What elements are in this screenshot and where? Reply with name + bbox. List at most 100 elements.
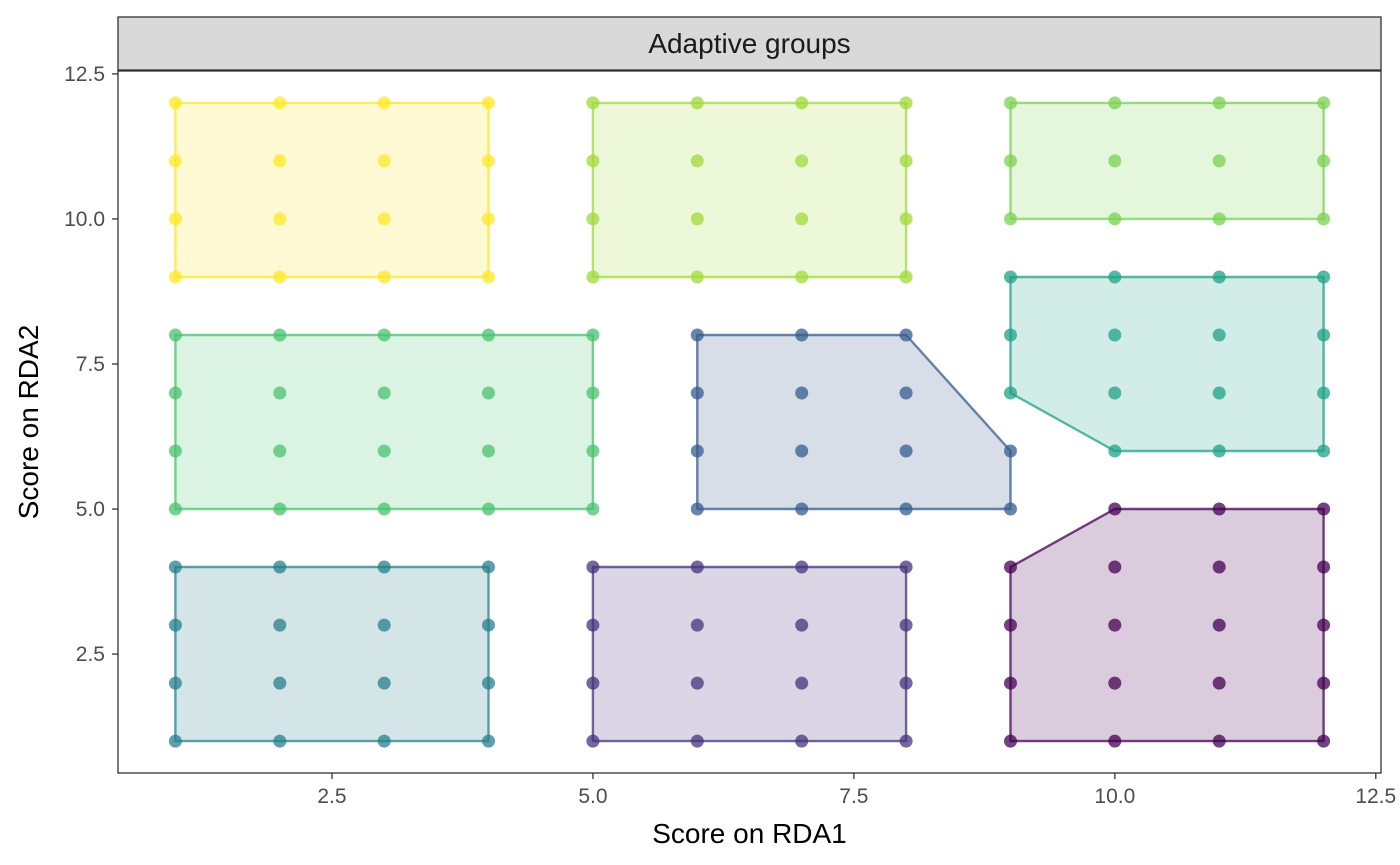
data-point — [899, 444, 913, 458]
data-point — [586, 270, 600, 284]
data-point — [273, 328, 287, 342]
data-point — [1108, 96, 1122, 110]
data-point — [1212, 560, 1226, 574]
data-point — [1004, 502, 1017, 516]
data-point — [273, 212, 287, 226]
facet-title: Adaptive groups — [648, 28, 850, 59]
cluster-hull — [1009, 507, 1325, 743]
data-point — [795, 154, 809, 168]
data-point — [273, 734, 287, 748]
data-point — [690, 96, 704, 110]
data-point — [690, 734, 704, 748]
data-point — [690, 502, 704, 516]
data-point — [795, 502, 809, 516]
data-point — [586, 328, 600, 342]
y-axis: 2.5 5.0 7.5 10.0 12.5 — [64, 63, 118, 666]
cluster-4 — [168, 560, 495, 748]
cluster-6 — [168, 328, 600, 516]
data-point — [1212, 502, 1226, 516]
data-point — [377, 96, 391, 110]
data-point — [168, 386, 182, 400]
data-point — [1108, 212, 1122, 226]
data-point — [482, 96, 495, 110]
data-point — [899, 560, 913, 574]
data-point — [377, 328, 391, 342]
facet-strip-background — [117, 16, 1382, 71]
data-point — [1108, 386, 1122, 400]
data-point — [1108, 560, 1122, 574]
data-point — [273, 560, 287, 574]
data-point — [586, 676, 600, 690]
data-point — [1317, 212, 1331, 226]
data-point — [482, 154, 495, 168]
data-point — [273, 618, 287, 632]
data-point — [1317, 502, 1331, 516]
data-point — [273, 386, 287, 400]
data-point — [1317, 96, 1331, 110]
data-point — [482, 270, 495, 284]
cluster-hull — [1009, 275, 1325, 453]
data-point — [1108, 154, 1122, 168]
data-point — [899, 270, 913, 284]
x-tick-label: 5.0 — [578, 785, 607, 808]
x-axis: 2.5 5.0 7.5 10.0 12.5 — [317, 773, 1396, 808]
data-point — [168, 154, 182, 168]
data-point — [1108, 618, 1122, 632]
y-tick-label: 7.5 — [76, 353, 105, 376]
data-point — [795, 676, 809, 690]
data-point — [1212, 328, 1226, 342]
data-point — [690, 154, 704, 168]
data-point — [899, 734, 913, 748]
data-point — [690, 676, 704, 690]
data-point — [273, 502, 287, 516]
data-point — [377, 212, 391, 226]
data-point — [899, 328, 913, 342]
data-point — [899, 676, 913, 690]
facet-strip: Adaptive groups — [117, 16, 1382, 71]
y-tick-label: 2.5 — [76, 643, 105, 666]
data-point — [482, 386, 495, 400]
data-point — [586, 386, 600, 400]
data-point — [1212, 270, 1226, 284]
data-point — [1004, 560, 1017, 574]
data-point — [482, 560, 495, 574]
data-point — [377, 560, 391, 574]
data-point — [795, 618, 809, 632]
data-point — [586, 560, 600, 574]
data-point — [1317, 154, 1331, 168]
data-point — [795, 560, 809, 574]
data-point — [482, 328, 495, 342]
data-point — [273, 96, 287, 110]
data-point — [1004, 96, 1017, 110]
data-point — [1317, 386, 1331, 400]
data-point — [1317, 618, 1331, 632]
data-point — [377, 386, 391, 400]
data-point — [1212, 734, 1226, 748]
data-point — [273, 676, 287, 690]
data-point — [168, 734, 182, 748]
data-point — [168, 96, 182, 110]
data-point — [690, 386, 704, 400]
data-point — [1212, 444, 1226, 458]
data-point — [1004, 618, 1017, 632]
data-point — [482, 734, 495, 748]
data-point — [1004, 676, 1017, 690]
data-point — [377, 502, 391, 516]
cluster-hull — [591, 565, 908, 743]
x-axis-title: Score on RDA1 — [652, 818, 847, 849]
y-tick-label: 5.0 — [76, 498, 105, 521]
cluster-hull — [591, 101, 908, 279]
data-point — [1212, 618, 1226, 632]
data-point — [586, 444, 600, 458]
data-point — [168, 618, 182, 632]
data-point — [273, 154, 287, 168]
plot-area — [168, 96, 1331, 748]
cluster-hull — [696, 333, 1012, 511]
cluster-hull — [174, 333, 595, 511]
data-point — [690, 560, 704, 574]
data-point — [586, 618, 600, 632]
data-point — [1317, 444, 1331, 458]
cluster-2 — [586, 560, 913, 748]
data-point — [1004, 154, 1017, 168]
data-point — [273, 270, 287, 284]
